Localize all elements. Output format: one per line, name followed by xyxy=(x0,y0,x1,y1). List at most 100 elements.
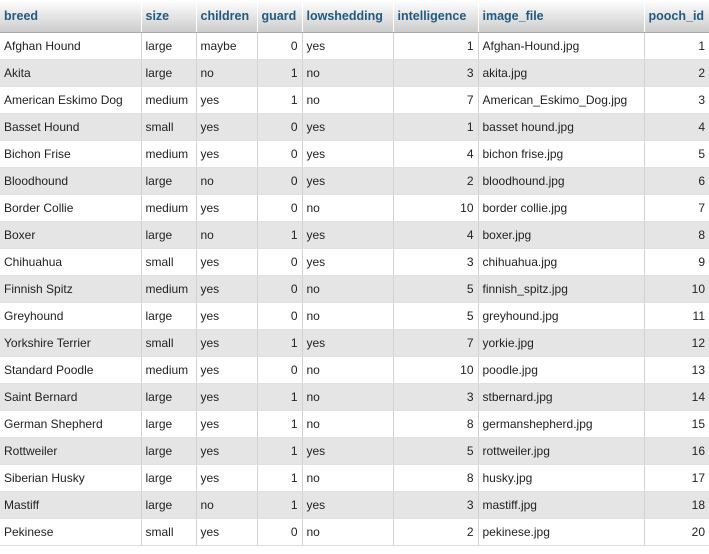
cell-children: yes xyxy=(196,329,258,357)
column-header-intelligence[interactable]: intelligence xyxy=(393,0,479,33)
cell-size: large xyxy=(141,221,197,249)
cell-children: no xyxy=(196,59,258,87)
table-row[interactable]: Afghan Hound large maybe 0 yes 1 Afghan-Hound.… xyxy=(0,32,709,60)
cell-image-file: Afghan-Hound.jpg xyxy=(478,32,645,60)
table-row[interactable]: Chihuahua small yes 0 yes 3 chihuahua.jpg 9 xyxy=(0,248,709,276)
cell-size: large xyxy=(141,383,197,411)
column-header-pooch-id[interactable]: pooch_id xyxy=(644,0,709,33)
cell-pooch-id: 9 xyxy=(644,248,709,276)
cell-breed: Bichon Frise xyxy=(0,140,142,168)
cell-image-file: American_Eskimo_Dog.jpg xyxy=(478,86,645,114)
column-header-image-file[interactable]: image_file xyxy=(478,0,645,33)
table-row[interactable]: Boxer large no 1 yes 4 boxer.jpg 8 xyxy=(0,221,709,249)
table-row[interactable]: Greyhound large yes 0 no 5 greyhound.jpg 11 xyxy=(0,302,709,330)
cell-breed: German Shepherd xyxy=(0,410,142,438)
table-row[interactable]: Rottweiler large yes 1 yes 5 rottweiler.jpg 16 xyxy=(0,437,709,465)
cell-intelligence: 5 xyxy=(393,302,479,330)
table-row[interactable]: Finnish Spitz medium yes 0 no 5 finnish_spitz.… xyxy=(0,275,709,303)
cell-lowshedding: yes xyxy=(302,221,394,249)
cell-breed: American Eskimo Dog xyxy=(0,86,142,114)
cell-intelligence: 3 xyxy=(393,59,479,87)
column-header-breed[interactable]: breed xyxy=(0,0,142,33)
cell-size: large xyxy=(141,32,197,60)
table-row[interactable]: Mastiff large no 1 yes 3 mastiff.jpg 18 xyxy=(0,491,709,519)
cell-guard: 1 xyxy=(257,383,303,411)
cell-guard: 1 xyxy=(257,329,303,357)
cell-image-file: bichon frise.jpg xyxy=(478,140,645,168)
cell-breed: Afghan Hound xyxy=(0,32,142,60)
table-row[interactable]: American Eskimo Dog medium yes 1 no 7 American… xyxy=(0,86,709,114)
cell-children: yes xyxy=(196,518,258,546)
cell-breed: Border Collie xyxy=(0,194,142,222)
cell-pooch-id: 17 xyxy=(644,464,709,492)
cell-pooch-id: 3 xyxy=(644,86,709,114)
cell-children: yes xyxy=(196,86,258,114)
table-row[interactable]: Bichon Frise medium yes 0 yes 4 bichon frise.j… xyxy=(0,140,709,168)
cell-breed: Basset Hound xyxy=(0,113,142,141)
header-row: breed size children guard lowshedding intelli… xyxy=(0,0,709,33)
cell-intelligence: 4 xyxy=(393,140,479,168)
cell-intelligence: 1 xyxy=(393,32,479,60)
table-row[interactable]: Saint Bernard large yes 1 no 3 stbernard.jpg 14 xyxy=(0,383,709,411)
cell-pooch-id: 1 xyxy=(644,32,709,60)
table-row[interactable]: Yorkshire Terrier small yes 1 yes 7 yorkie.jpg… xyxy=(0,329,709,357)
table-row[interactable]: Pekinese small yes 0 no 2 pekinese.jpg 20 xyxy=(0,518,709,546)
cell-breed: Siberian Husky xyxy=(0,464,142,492)
cell-intelligence: 5 xyxy=(393,437,479,465)
cell-lowshedding: no xyxy=(302,410,394,438)
table-row[interactable]: Standard Poodle medium yes 0 no 10 poodle.jpg 1… xyxy=(0,356,709,384)
cell-pooch-id: 7 xyxy=(644,194,709,222)
cell-breed: Rottweiler xyxy=(0,437,142,465)
table-row[interactable]: German Shepherd large yes 1 no 8 germanshepher… xyxy=(0,410,709,438)
table-row[interactable]: Akita large no 1 no 3 akita.jpg 2 xyxy=(0,59,709,87)
column-header-children[interactable]: children xyxy=(196,0,258,33)
cell-guard: 0 xyxy=(257,302,303,330)
cell-size: large xyxy=(141,302,197,330)
cell-guard: 0 xyxy=(257,167,303,195)
cell-lowshedding: yes xyxy=(302,437,394,465)
cell-children: yes xyxy=(196,383,258,411)
cell-pooch-id: 16 xyxy=(644,437,709,465)
cell-guard: 1 xyxy=(257,410,303,438)
cell-breed: Yorkshire Terrier xyxy=(0,329,142,357)
cell-breed: Saint Bernard xyxy=(0,383,142,411)
cell-size: medium xyxy=(141,194,197,222)
cell-breed: Akita xyxy=(0,59,142,87)
table-row[interactable]: Basset Hound small yes 0 yes 1 basset hound.jp… xyxy=(0,113,709,141)
column-header-guard[interactable]: guard xyxy=(257,0,303,33)
cell-lowshedding: yes xyxy=(302,32,394,60)
cell-pooch-id: 15 xyxy=(644,410,709,438)
cell-lowshedding: yes xyxy=(302,491,394,519)
column-header-lowshedding[interactable]: lowshedding xyxy=(302,0,394,33)
cell-intelligence: 3 xyxy=(393,491,479,519)
cell-lowshedding: no xyxy=(302,356,394,384)
cell-lowshedding: yes xyxy=(302,248,394,276)
cell-pooch-id: 2 xyxy=(644,59,709,87)
cell-intelligence: 3 xyxy=(393,383,479,411)
column-header-size[interactable]: size xyxy=(141,0,197,33)
cell-lowshedding: yes xyxy=(302,167,394,195)
cell-intelligence: 8 xyxy=(393,464,479,492)
table-row[interactable]: Border Collie medium yes 0 no 10 border collie… xyxy=(0,194,709,222)
cell-size: large xyxy=(141,410,197,438)
table-row[interactable]: Bloodhound large no 0 yes 2 bloodhound.jpg 6 xyxy=(0,167,709,195)
cell-children: yes xyxy=(196,248,258,276)
cell-size: large xyxy=(141,437,197,465)
cell-lowshedding: yes xyxy=(302,329,394,357)
table-header: breed size children guard lowshedding intelli… xyxy=(0,0,709,33)
cell-breed: Finnish Spitz xyxy=(0,275,142,303)
cell-children: yes xyxy=(196,437,258,465)
cell-image-file: akita.jpg xyxy=(478,59,645,87)
cell-lowshedding: no xyxy=(302,86,394,114)
cell-lowshedding: no xyxy=(302,464,394,492)
table-row[interactable]: Siberian Husky large yes 1 no 8 husky.jpg 17 xyxy=(0,464,709,492)
cell-lowshedding: yes xyxy=(302,140,394,168)
cell-image-file: border collie.jpg xyxy=(478,194,645,222)
cell-intelligence: 7 xyxy=(393,86,479,114)
cell-image-file: mastiff.jpg xyxy=(478,491,645,519)
cell-guard: 1 xyxy=(257,221,303,249)
cell-children: yes xyxy=(196,410,258,438)
cell-children: yes xyxy=(196,140,258,168)
cell-breed: Pekinese xyxy=(0,518,142,546)
